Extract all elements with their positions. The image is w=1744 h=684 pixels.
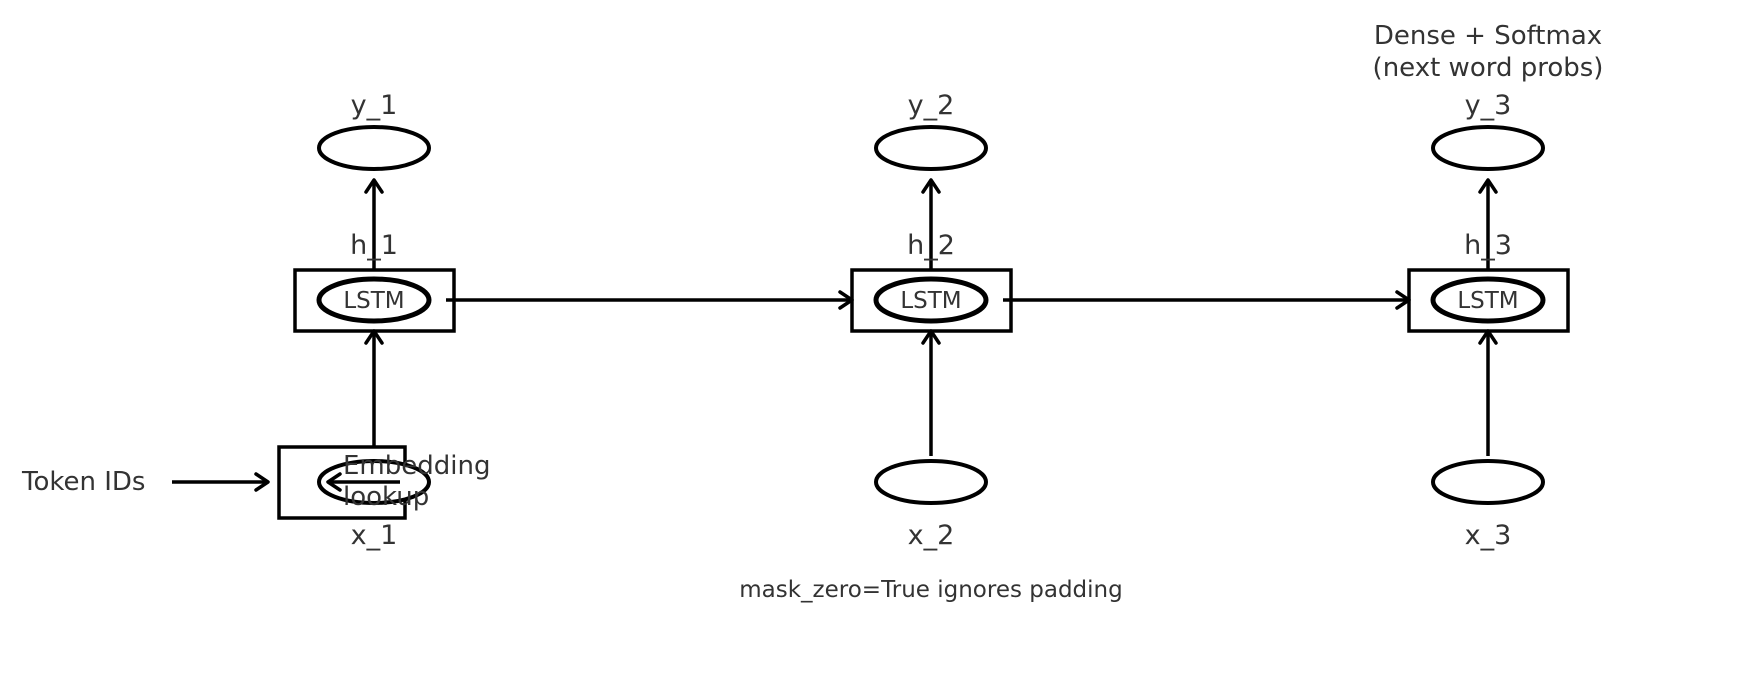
embedding-block: Embedding lookup xyxy=(277,445,490,520)
arrow-h3-to-y3 xyxy=(1478,178,1498,274)
arrow-h2-to-h3 xyxy=(1003,290,1411,310)
output-label-1: y_1 xyxy=(351,90,398,121)
input-label-3: x_3 xyxy=(1465,520,1512,551)
output-label-2: y_2 xyxy=(908,90,955,121)
input-node-3 xyxy=(1431,459,1545,505)
hidden-label-3: h_3 xyxy=(1464,230,1512,261)
hidden-label-2: h_2 xyxy=(907,230,955,261)
input-label-1: x_1 xyxy=(351,520,398,551)
output-node-2 xyxy=(874,125,988,171)
dense-softmax-label-line2: (next word probs) xyxy=(1373,53,1604,83)
input-node-2 xyxy=(874,459,988,505)
lstm-cell-1: LSTM xyxy=(293,268,456,333)
output-label-3: y_3 xyxy=(1465,90,1512,121)
arrow-token-ids-to-embedding xyxy=(172,472,270,492)
embedding-label-line2: lookup xyxy=(343,482,429,512)
input-label-2: x_2 xyxy=(908,520,955,551)
arrow-x2-to-h2 xyxy=(921,329,941,456)
arrow-h1-to-y1 xyxy=(364,178,384,274)
lstm-cell-3: LSTM xyxy=(1407,268,1570,333)
arrow-h2-to-y2 xyxy=(921,178,941,274)
lstm-cell-label-1: LSTM xyxy=(343,288,404,314)
hidden-label-1: h_1 xyxy=(350,230,398,261)
embedding-label-line1: Embedding xyxy=(343,451,490,481)
lstm-cell-label-2: LSTM xyxy=(900,288,961,314)
lstm-cell-2: LSTM xyxy=(850,268,1013,333)
output-node-3 xyxy=(1431,125,1545,171)
mask-zero-note: mask_zero=True ignores padding xyxy=(739,577,1122,603)
output-node-1 xyxy=(317,125,431,171)
lstm-cell-label-3: LSTM xyxy=(1457,288,1518,314)
dense-softmax-label-line1: Dense + Softmax xyxy=(1374,21,1602,51)
arrow-h1-to-h2 xyxy=(446,290,854,310)
arrow-x3-to-h3 xyxy=(1478,329,1498,456)
arrow-x1-to-h1 xyxy=(364,329,384,456)
token-ids-label: Token IDs xyxy=(21,467,145,497)
